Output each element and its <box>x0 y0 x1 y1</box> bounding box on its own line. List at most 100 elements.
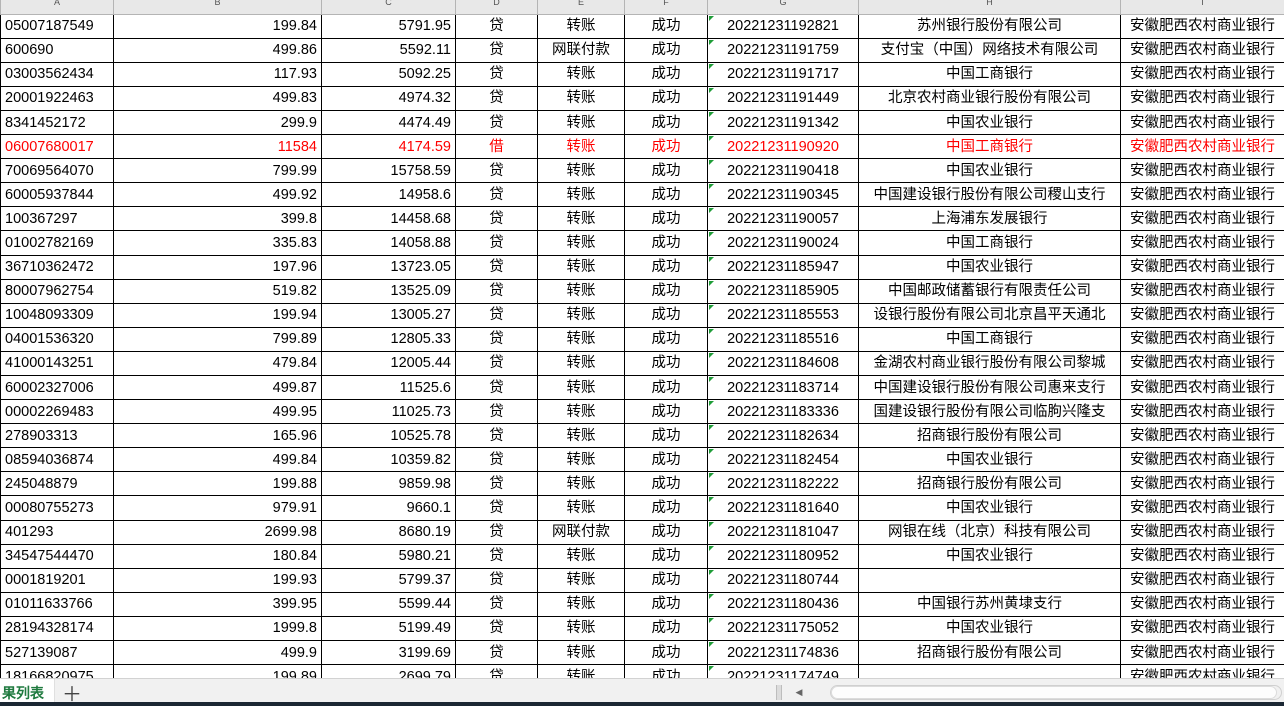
cell-amount[interactable]: 799.89 <box>113 326 322 352</box>
cell-account[interactable]: 70069564070 <box>0 158 114 184</box>
cell-balance[interactable]: 5599.44 <box>321 591 456 617</box>
cell-direction[interactable]: 贷 <box>455 374 538 401</box>
table-row[interactable]: 01011633766 399.95 5599.44 贷转账 成功 20221231180… <box>0 591 1284 617</box>
column-header-a[interactable]: A <box>0 0 114 15</box>
table-row[interactable]: 00002269483 499.95 11025.73 贷转账 成功 2022123118… <box>0 399 1284 425</box>
table-row[interactable]: 8341452172 299.9 4474.49 贷转账 成功 2022123119134… <box>0 109 1284 136</box>
cell-account[interactable]: 34547544470 <box>0 543 114 569</box>
cell-direction[interactable]: 贷 <box>455 278 538 304</box>
cell-direction[interactable]: 贷 <box>455 519 538 545</box>
add-sheet-button[interactable]: ＋ <box>62 684 82 706</box>
cell-type[interactable]: 转账 <box>537 302 625 328</box>
table-row[interactable]: 0001819201 199.93 5799.37 贷转账 成功 202212311807… <box>0 567 1284 593</box>
cell-balance[interactable]: 4174.59 <box>321 134 456 160</box>
cell-status[interactable]: 成功 <box>624 230 708 256</box>
cell-amount[interactable]: 199.93 <box>113 567 322 593</box>
cell-direction[interactable]: 贷 <box>455 61 538 87</box>
cell-serial[interactable]: 20221231190057 <box>707 206 859 232</box>
table-row[interactable]: 70069564070 799.99 15758.59 贷转账 成功 2022123119… <box>0 158 1284 184</box>
cell-account[interactable]: 03003562434 <box>0 61 114 87</box>
cell-serial[interactable]: 20221231190418 <box>707 158 859 184</box>
cell-balance[interactable]: 12805.33 <box>321 326 456 352</box>
cell-balance[interactable]: 10525.78 <box>321 423 456 449</box>
cell-type[interactable]: 转账 <box>537 447 625 473</box>
transactions-table[interactable]: A B C D E F G H I 05007187549 199.84 5791.… <box>0 0 1284 678</box>
cell-counterparty_bank[interactable]: 中国建设银行股份有限公司惠来支行 <box>858 374 1121 401</box>
cell-serial[interactable]: 20221231182634 <box>707 423 859 449</box>
cell-direction[interactable]: 贷 <box>455 254 538 280</box>
cell-direction[interactable]: 贷 <box>455 13 538 39</box>
cell-serial[interactable]: 20221231180744 <box>707 567 859 593</box>
cell-counterparty_bank[interactable]: 中国建设银行股份有限公司稷山支行 <box>858 182 1121 208</box>
cell-type[interactable]: 转账 <box>537 109 625 136</box>
cell-balance[interactable]: 3199.69 <box>321 640 456 666</box>
cell-amount[interactable]: 197.96 <box>113 254 322 280</box>
cell-amount[interactable]: 180.84 <box>113 543 322 569</box>
cell-type[interactable]: 转账 <box>537 278 625 304</box>
cell-amount[interactable]: 499.92 <box>113 182 322 208</box>
cell-balance[interactable]: 14958.6 <box>321 182 456 208</box>
cell-direction[interactable]: 贷 <box>455 640 538 666</box>
cell-amount[interactable]: 199.94 <box>113 302 322 328</box>
cell-own_bank[interactable]: 安徽肥西农村商业银行 <box>1120 302 1284 328</box>
cell-direction[interactable]: 贷 <box>455 567 538 593</box>
cell-balance[interactable]: 8680.19 <box>321 519 456 545</box>
cell-balance[interactable]: 2699.79 <box>321 664 456 678</box>
cell-own_bank[interactable]: 安徽肥西农村商业银行 <box>1120 206 1284 232</box>
cell-amount[interactable]: 499.87 <box>113 374 322 401</box>
cell-account[interactable]: 18166820975 <box>0 664 114 678</box>
table-row[interactable]: 41000143251 479.84 12005.44 贷转账 成功 2022123118… <box>0 350 1284 377</box>
cell-own_bank[interactable]: 安徽肥西农村商业银行 <box>1120 399 1284 425</box>
table-row[interactable]: 600690 499.86 5592.11 贷网联付款 成功 20221231191759… <box>0 37 1284 63</box>
cell-counterparty_bank[interactable]: 中国工商银行 <box>858 230 1121 256</box>
cell-counterparty_bank[interactable]: 中国工商银行 <box>858 134 1121 160</box>
cell-counterparty_bank[interactable]: 中国农业银行 <box>858 447 1121 473</box>
cell-own_bank[interactable]: 安徽肥西农村商业银行 <box>1120 350 1284 377</box>
cell-amount[interactable]: 479.84 <box>113 350 322 377</box>
cell-balance[interactable]: 9660.1 <box>321 495 456 521</box>
cell-account[interactable]: 28194328174 <box>0 615 114 642</box>
cell-direction[interactable]: 贷 <box>455 158 538 184</box>
cell-counterparty_bank[interactable]: 苏州银行股份有限公司 <box>858 13 1121 39</box>
cell-status[interactable]: 成功 <box>624 615 708 642</box>
cell-account[interactable]: 04001536320 <box>0 326 114 352</box>
cell-balance[interactable]: 11025.73 <box>321 399 456 425</box>
cell-counterparty_bank[interactable] <box>858 664 1121 678</box>
cell-account[interactable]: 01011633766 <box>0 591 114 617</box>
table-row[interactable]: 80007962754 519.82 13525.09 贷转账 成功 2022123118… <box>0 278 1284 304</box>
cell-serial[interactable]: 20221231183714 <box>707 374 859 401</box>
cell-serial[interactable]: 20221231182454 <box>707 447 859 473</box>
cell-direction[interactable]: 贷 <box>455 302 538 328</box>
cell-serial[interactable]: 20221231190920 <box>707 134 859 160</box>
column-header-d[interactable]: D <box>455 0 538 15</box>
cell-amount[interactable]: 799.99 <box>113 158 322 184</box>
cell-status[interactable]: 成功 <box>624 591 708 617</box>
cell-serial[interactable]: 20221231181047 <box>707 519 859 545</box>
cell-type[interactable]: 转账 <box>537 350 625 377</box>
cell-account[interactable]: 06007680017 <box>0 134 114 160</box>
cell-counterparty_bank[interactable]: 中国农业银行 <box>858 109 1121 136</box>
cell-serial[interactable]: 20221231185516 <box>707 326 859 352</box>
cell-type[interactable]: 转账 <box>537 61 625 87</box>
spreadsheet-grid[interactable]: A B C D E F G H I 05007187549 199.84 5791.… <box>0 0 1284 678</box>
cell-type[interactable]: 网联付款 <box>537 519 625 545</box>
cell-counterparty_bank[interactable]: 中国农业银行 <box>858 543 1121 569</box>
cell-direction[interactable]: 贷 <box>455 182 538 208</box>
cell-type[interactable]: 转账 <box>537 182 625 208</box>
cell-balance[interactable]: 5791.95 <box>321 13 456 39</box>
cell-status[interactable]: 成功 <box>624 519 708 545</box>
cell-status[interactable]: 成功 <box>624 471 708 497</box>
cell-amount[interactable]: 499.86 <box>113 37 322 63</box>
cell-serial[interactable]: 20221231185553 <box>707 302 859 328</box>
cell-own_bank[interactable]: 安徽肥西农村商业银行 <box>1120 374 1284 401</box>
cell-balance[interactable]: 15758.59 <box>321 158 456 184</box>
scrollbar-thumb[interactable] <box>831 685 1277 699</box>
cell-serial[interactable]: 20221231180952 <box>707 543 859 569</box>
cell-serial[interactable]: 20221231182222 <box>707 471 859 497</box>
cell-own_bank[interactable]: 安徽肥西农村商业银行 <box>1120 278 1284 304</box>
column-header-e[interactable]: E <box>537 0 625 15</box>
cell-type[interactable]: 转账 <box>537 591 625 617</box>
cell-own_bank[interactable]: 安徽肥西农村商业银行 <box>1120 61 1284 87</box>
cell-own_bank[interactable]: 安徽肥西农村商业银行 <box>1120 591 1284 617</box>
cell-direction[interactable]: 贷 <box>455 615 538 642</box>
